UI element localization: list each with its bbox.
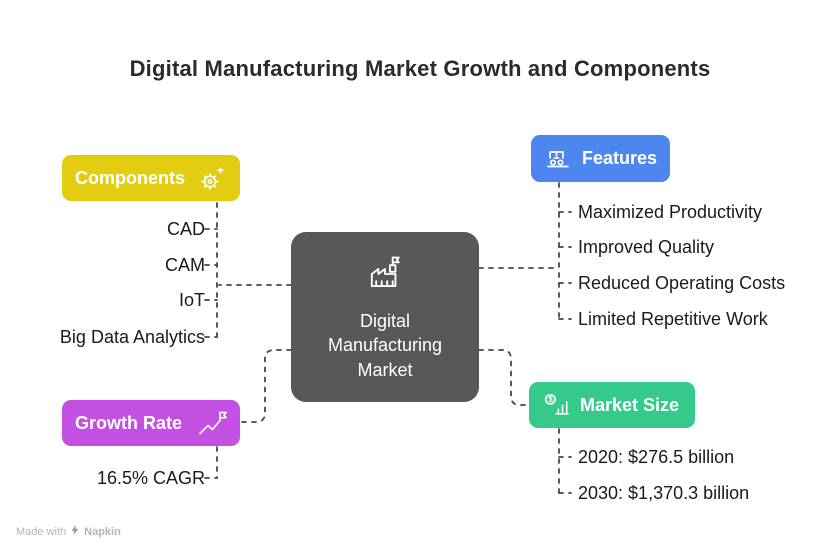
- branch-node-features: Features: [531, 135, 670, 182]
- item-reduced-operating-costs: Reduced Operating Costs: [578, 273, 786, 293]
- machine-press-icon: [544, 145, 572, 173]
- gear-sparkle-icon: [197, 163, 227, 193]
- connector-center-market: [478, 349, 530, 406]
- item-big-data-analytics: Big Data Analytics: [59, 327, 205, 347]
- connector-center-growth: [240, 349, 292, 423]
- item-improved-quality: Improved Quality: [578, 237, 715, 257]
- item-cam: CAM: [165, 255, 205, 275]
- svg-text:$: $: [548, 394, 553, 404]
- watermark-brand: Napkin: [84, 525, 121, 538]
- item-limited-repetitive-work: Limited Repetitive Work: [578, 309, 768, 329]
- branch-node-growth-rate: Growth Rate: [62, 400, 240, 446]
- item-iot: IoT: [178, 290, 205, 310]
- watermark: Made with Napkin: [16, 524, 121, 539]
- dollar-chart-icon: $: [542, 391, 570, 419]
- branch-node-features-label: Features: [582, 148, 658, 168]
- branch-node-market-size-label: Market Size: [580, 394, 680, 415]
- factory-icon: [363, 252, 407, 301]
- branch-node-market-size: $ Market Size: [529, 382, 695, 428]
- diagram-title: Digital Manufacturing Market Growth and …: [129, 56, 711, 81]
- item-cagr: 16.5% CAGR: [96, 468, 205, 488]
- item-market-2030: 2030: $1,370.3 billion: [578, 483, 750, 503]
- item-cad: CAD: [166, 219, 205, 239]
- item-maximized-productivity: Maximized Productivity: [578, 202, 763, 222]
- central-node: Digital Manufacturing Market: [291, 232, 479, 402]
- branch-node-components-label: Components: [75, 167, 185, 188]
- item-market-2020: 2020: $276.5 billion: [578, 447, 735, 467]
- central-node-label: Digital Manufacturing Market: [327, 311, 443, 380]
- zap-icon: [70, 524, 80, 539]
- branch-node-growth-rate-label: Growth Rate: [75, 412, 183, 433]
- flag-trend-icon: [197, 408, 227, 438]
- watermark-made-with: Made with: [16, 525, 67, 538]
- branch-node-components: Components: [62, 155, 240, 201]
